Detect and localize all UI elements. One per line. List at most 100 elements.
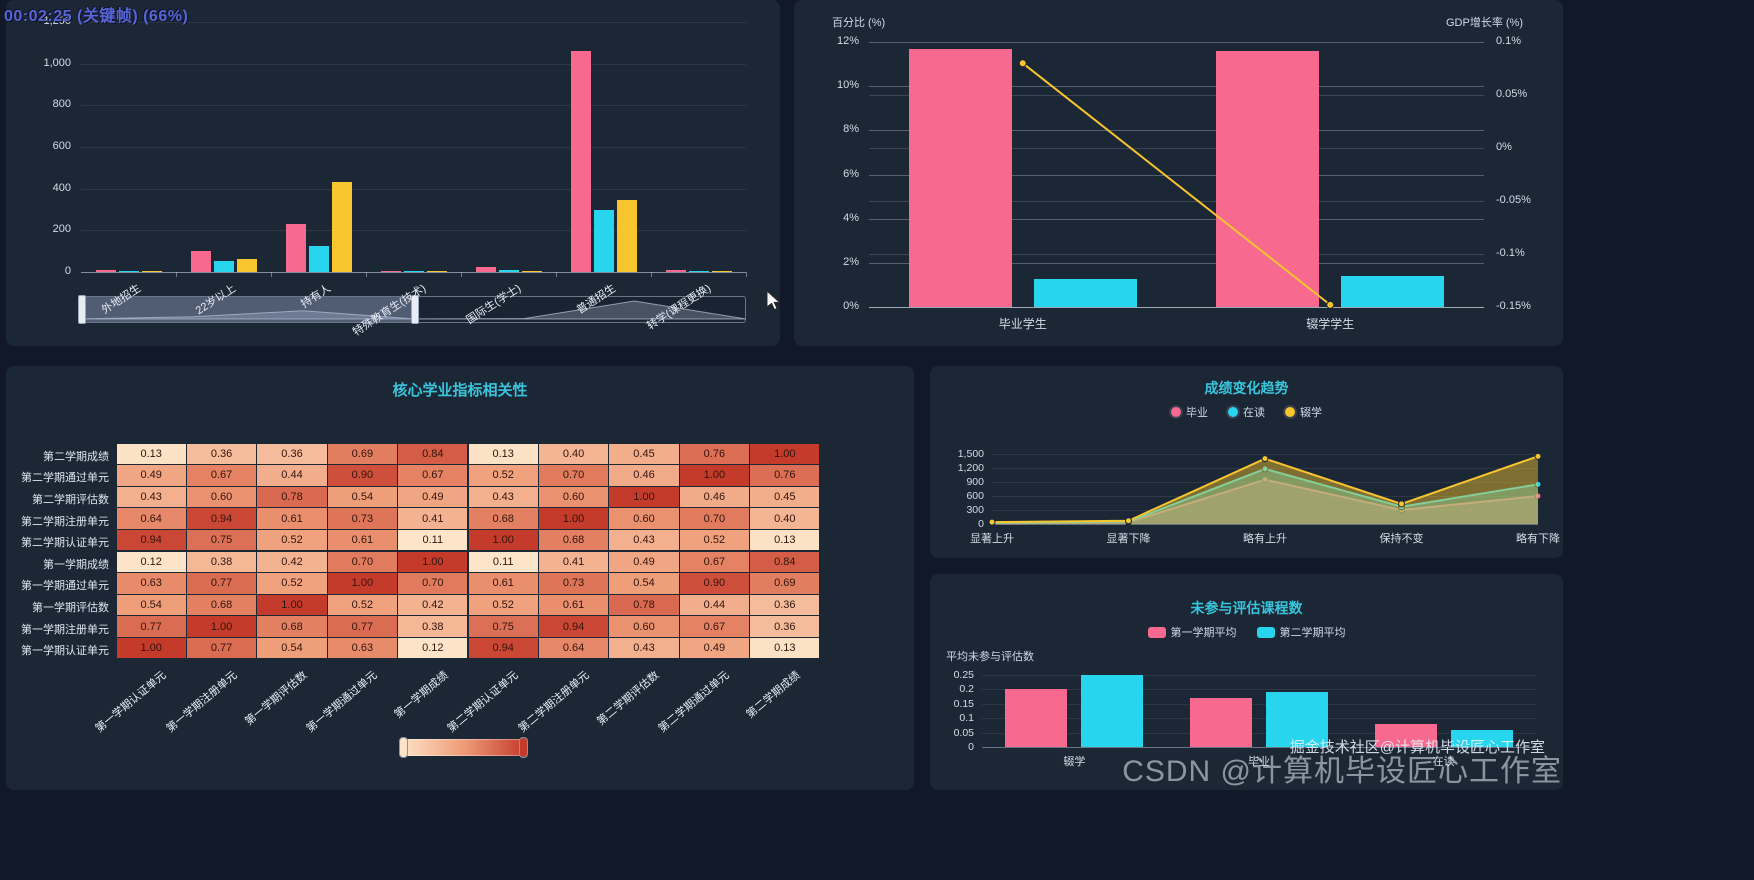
legend-item-sem2[interactable]: 第二学期平均 <box>1256 624 1346 640</box>
heatmap-cell[interactable]: 0.11 <box>468 551 538 573</box>
heatmap-cell[interactable]: 0.38 <box>398 616 468 637</box>
heatmap-cell[interactable]: 0.11 <box>398 529 468 551</box>
heatmap-cell[interactable]: 0.44 <box>679 594 750 616</box>
scale-handle-min[interactable] <box>399 737 408 758</box>
heatmap-cell[interactable]: 0.52 <box>327 594 398 616</box>
heatmap-cell[interactable]: 0.60 <box>609 616 679 637</box>
bar[interactable] <box>1081 675 1144 747</box>
heatmap-cell[interactable]: 1.00 <box>398 551 468 573</box>
bar[interactable] <box>331 182 352 272</box>
heatmap-cell[interactable]: 0.60 <box>186 486 257 508</box>
heatmap-cell[interactable]: 0.94 <box>186 508 257 529</box>
bar[interactable] <box>475 266 496 272</box>
heatmap-cell[interactable]: 0.54 <box>609 573 679 594</box>
bar[interactable] <box>1450 729 1513 747</box>
heatmap-cell[interactable]: 0.52 <box>468 465 538 486</box>
heatmap-cell[interactable]: 0.46 <box>609 465 679 486</box>
heatmap-cell[interactable]: 0.49 <box>609 551 679 573</box>
heatmap-cell[interactable]: 0.42 <box>257 551 327 573</box>
bar[interactable] <box>118 270 139 272</box>
heatmap-cell[interactable]: 0.43 <box>116 486 186 508</box>
bar[interactable] <box>190 251 211 272</box>
heatmap-cell[interactable]: 0.68 <box>468 508 538 529</box>
bar[interactable] <box>593 209 614 272</box>
heatmap-cell[interactable]: 0.42 <box>398 594 468 616</box>
bar[interactable] <box>521 270 542 272</box>
heatmap-cell[interactable]: 0.61 <box>327 529 398 551</box>
datazoom-handle[interactable] <box>78 295 86 324</box>
bar[interactable] <box>616 200 637 272</box>
heatmap-cell[interactable]: 0.61 <box>538 594 609 616</box>
heatmap-cell[interactable]: 0.70 <box>538 465 609 486</box>
bar[interactable] <box>688 270 709 272</box>
heatmap-cell[interactable]: 0.77 <box>186 637 257 659</box>
heatmap-cell[interactable]: 0.70 <box>398 573 468 594</box>
bar[interactable] <box>1374 723 1437 747</box>
heatmap-cell[interactable]: 0.84 <box>750 551 820 573</box>
heatmap-cell[interactable]: 0.68 <box>257 616 327 637</box>
heatmap-cell[interactable]: 0.45 <box>609 443 679 465</box>
heatmap-cell[interactable]: 0.63 <box>116 573 186 594</box>
heatmap-cell[interactable]: 0.76 <box>750 465 820 486</box>
heatmap-cell[interactable]: 0.41 <box>398 508 468 529</box>
heatmap-cell[interactable]: 0.84 <box>398 443 468 465</box>
heatmap-cell[interactable]: 0.75 <box>186 529 257 551</box>
heatmap-cell[interactable]: 1.00 <box>327 573 398 594</box>
heatmap-cell[interactable]: 0.76 <box>679 443 750 465</box>
heatmap-cell[interactable]: 0.13 <box>116 443 186 465</box>
heatmap-cell[interactable]: 0.43 <box>609 637 679 659</box>
heatmap-cell[interactable]: 0.52 <box>468 594 538 616</box>
bar[interactable] <box>1216 50 1320 307</box>
heatmap-cell[interactable]: 0.75 <box>468 616 538 637</box>
heatmap-cell[interactable]: 0.49 <box>679 637 750 659</box>
heatmap-cell[interactable]: 0.78 <box>257 486 327 508</box>
heatmap-cell[interactable]: 0.77 <box>186 573 257 594</box>
heatmap-cell[interactable]: 0.13 <box>750 529 820 551</box>
heatmap-cell[interactable]: 0.67 <box>186 465 257 486</box>
heatmap-cell[interactable]: 0.90 <box>679 573 750 594</box>
heatmap-cell[interactable]: 0.43 <box>609 529 679 551</box>
bar[interactable] <box>403 271 424 272</box>
heatmap-cell[interactable]: 0.63 <box>327 637 398 659</box>
bar[interactable] <box>95 270 116 272</box>
heatmap-cell[interactable]: 0.44 <box>257 465 327 486</box>
heatmap-cell[interactable]: 0.64 <box>538 637 609 659</box>
heatmap-cell[interactable]: 1.00 <box>186 616 257 637</box>
heatmap-cell[interactable]: 0.69 <box>750 573 820 594</box>
heatmap-cell[interactable]: 0.12 <box>116 551 186 573</box>
heatmap-cell[interactable]: 0.38 <box>186 551 257 573</box>
heatmap-cell[interactable]: 0.54 <box>257 637 327 659</box>
heatmap-cell[interactable]: 0.36 <box>750 616 820 637</box>
legend-item-graduate[interactable]: 毕业 <box>1171 404 1208 420</box>
bar[interactable] <box>711 271 732 272</box>
heatmap-cell[interactable]: 0.77 <box>116 616 186 637</box>
heatmap-cell[interactable]: 0.36 <box>257 443 327 465</box>
heatmap-cell[interactable]: 0.69 <box>327 443 398 465</box>
heatmap-cell[interactable]: 0.52 <box>257 529 327 551</box>
legend-item-dropout[interactable]: 辍学 <box>1285 404 1322 420</box>
bar[interactable] <box>1190 698 1252 747</box>
heatmap-cell[interactable]: 0.73 <box>538 573 609 594</box>
heatmap-cell[interactable]: 1.00 <box>257 594 327 616</box>
datazoom-handle[interactable] <box>410 295 419 324</box>
bar[interactable] <box>141 271 162 272</box>
heatmap-cell[interactable]: 0.73 <box>327 508 398 529</box>
heatmap-cell[interactable]: 0.60 <box>538 486 609 508</box>
heatmap-cell[interactable]: 0.43 <box>468 486 538 508</box>
heatmap-cell[interactable]: 0.78 <box>609 594 679 616</box>
heatmap-cell[interactable]: 0.13 <box>468 443 538 465</box>
bar[interactable] <box>1266 692 1328 747</box>
heatmap-cell[interactable]: 0.45 <box>750 486 820 508</box>
heatmap-cell[interactable]: 0.40 <box>750 508 820 529</box>
bar[interactable] <box>1033 279 1137 307</box>
heatmap-cell[interactable]: 0.60 <box>609 508 679 529</box>
heatmap-cell[interactable]: 0.40 <box>538 443 609 465</box>
heatmap-color-scale[interactable] <box>399 737 528 758</box>
heatmap-cell[interactable]: 0.41 <box>538 551 609 573</box>
bar[interactable] <box>1005 689 1068 747</box>
bar[interactable] <box>570 51 591 272</box>
scale-handle-max[interactable] <box>519 737 528 758</box>
heatmap-cell[interactable]: 0.13 <box>750 637 820 659</box>
bar[interactable] <box>308 245 329 272</box>
heatmap-cell[interactable]: 0.90 <box>327 465 398 486</box>
